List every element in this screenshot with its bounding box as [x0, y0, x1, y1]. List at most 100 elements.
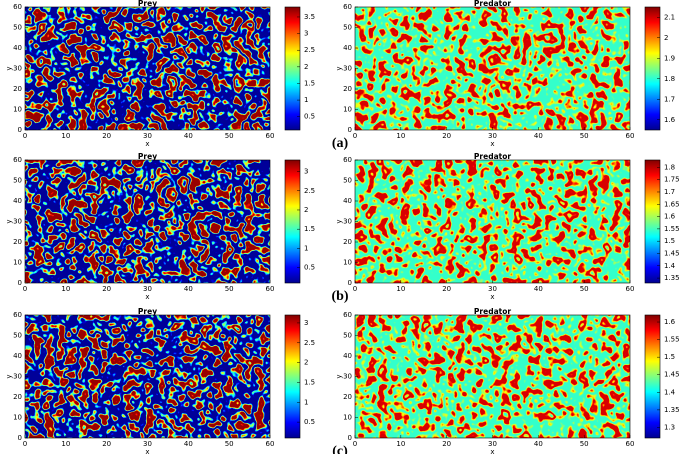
x-tick-label: 10: [396, 285, 405, 293]
colorbar-tick-label: 2: [304, 359, 308, 367]
colorbar-tick-label: 2: [664, 34, 668, 42]
x-tick-label: 60: [626, 285, 635, 293]
colorbar-tick-label: 1.5: [304, 378, 315, 386]
x-axis-label: x: [490, 293, 494, 301]
y-tick-label: 40: [343, 44, 352, 52]
y-tick-label: 60: [13, 311, 22, 319]
colorbar: [644, 314, 661, 439]
y-axis-label: y: [335, 219, 343, 223]
x-axis-label: x: [490, 448, 494, 454]
y-tick-label: 10: [13, 106, 22, 114]
y-tick-label: 50: [343, 177, 352, 185]
chart-title: Prey: [138, 307, 157, 316]
y-tick-label: 10: [13, 259, 22, 267]
y-tick-label: 60: [343, 3, 352, 11]
colorbar-tick-label: 1.6: [664, 213, 676, 221]
colorbar-tick-label: 2: [304, 63, 308, 71]
chart-title: Prey: [138, 0, 157, 8]
x-tick-label: 0: [23, 440, 27, 448]
colorbar-tick-label: 3: [304, 168, 308, 176]
colorbar-tick-label: 1.5: [664, 237, 675, 245]
y-tick-label: 10: [343, 106, 352, 114]
x-tick-label: 10: [61, 440, 70, 448]
y-tick-label: 20: [13, 238, 22, 246]
colorbar-tick-label: 1.7: [664, 188, 675, 196]
y-tick-label: 20: [343, 393, 352, 401]
colorbar-tick-label: 1.4: [664, 388, 676, 396]
y-tick-label: 60: [13, 3, 22, 11]
colorbar-tick-label: 1.45: [664, 249, 680, 257]
y-tick-label: 50: [13, 332, 22, 340]
colorbar-tick-label: 1.45: [664, 371, 680, 379]
colorbar: [284, 159, 301, 284]
x-tick-label: 20: [102, 132, 111, 140]
colorbar: [284, 6, 301, 131]
colorbar-tick-label: 1.6: [664, 318, 676, 326]
x-tick-label: 50: [580, 285, 589, 293]
colorbar-tick-label: 0.5: [304, 113, 315, 121]
y-tick-label: 40: [13, 352, 22, 360]
y-tick-label: 0: [18, 279, 22, 287]
colorbar-tick-label: 1.55: [664, 336, 680, 344]
colorbar-tick-label: 3: [304, 30, 308, 38]
y-tick-label: 30: [13, 218, 22, 226]
x-tick-label: 50: [580, 132, 589, 140]
x-tick-label: 20: [442, 285, 451, 293]
x-tick-label: 10: [61, 132, 70, 140]
heatmap-field: [25, 315, 270, 438]
y-tick-label: 30: [13, 65, 22, 73]
y-tick-label: 40: [13, 197, 22, 205]
chart-title: Predator: [474, 152, 511, 161]
x-tick-label: 10: [61, 285, 70, 293]
heatmap-field: [355, 7, 630, 130]
x-tick-label: 50: [225, 132, 234, 140]
x-tick-label: 0: [23, 285, 27, 293]
colorbar-tick-label: 1.55: [664, 225, 680, 233]
x-tick-label: 30: [143, 132, 152, 140]
colorbar: [644, 6, 661, 131]
y-tick-label: 30: [343, 65, 352, 73]
y-tick-label: 0: [18, 434, 22, 442]
y-tick-label: 0: [18, 126, 22, 134]
colorbar-tick-label: 2.5: [304, 187, 315, 195]
x-tick-label: 40: [534, 285, 543, 293]
x-tick-label: 60: [626, 132, 635, 140]
colorbar-tick-label: 1.35: [664, 406, 680, 414]
colorbar-tick-label: 0.5: [304, 264, 315, 272]
x-tick-label: 20: [442, 132, 451, 140]
colorbar-tick-label: 1: [304, 398, 308, 406]
y-tick-label: 10: [343, 414, 352, 422]
x-axis-label: x: [145, 448, 149, 454]
colorbar-tick-label: 2.5: [304, 339, 315, 347]
y-axis-label: y: [335, 66, 343, 70]
colorbar-tick-label: 1.8: [664, 75, 675, 83]
x-tick-label: 60: [626, 440, 635, 448]
x-tick-label: 10: [396, 132, 405, 140]
y-tick-label: 10: [343, 259, 352, 267]
y-tick-label: 40: [343, 352, 352, 360]
y-tick-label: 30: [13, 373, 22, 381]
x-tick-label: 20: [102, 285, 111, 293]
heatmap-field: [355, 315, 630, 438]
y-tick-label: 30: [343, 218, 352, 226]
x-tick-label: 40: [534, 132, 543, 140]
y-tick-label: 60: [343, 156, 352, 164]
x-tick-label: 40: [184, 132, 193, 140]
x-tick-label: 50: [225, 285, 234, 293]
y-tick-label: 10: [13, 414, 22, 422]
y-tick-label: 0: [348, 279, 352, 287]
colorbar-tick-label: 1.6: [664, 116, 676, 124]
x-tick-label: 10: [396, 440, 405, 448]
x-tick-label: 30: [488, 132, 497, 140]
colorbar-tick-label: 1.5: [664, 353, 675, 361]
x-tick-label: 30: [143, 440, 152, 448]
x-tick-label: 60: [266, 132, 275, 140]
colorbar-tick-label: 2.5: [304, 46, 315, 54]
colorbar-tick-label: 3.5: [304, 13, 315, 21]
colorbar-tick-label: 1.5: [304, 225, 315, 233]
x-tick-label: 20: [442, 440, 451, 448]
colorbar-tick-label: 1.3: [664, 423, 675, 431]
x-tick-label: 40: [534, 440, 543, 448]
y-tick-label: 60: [343, 311, 352, 319]
